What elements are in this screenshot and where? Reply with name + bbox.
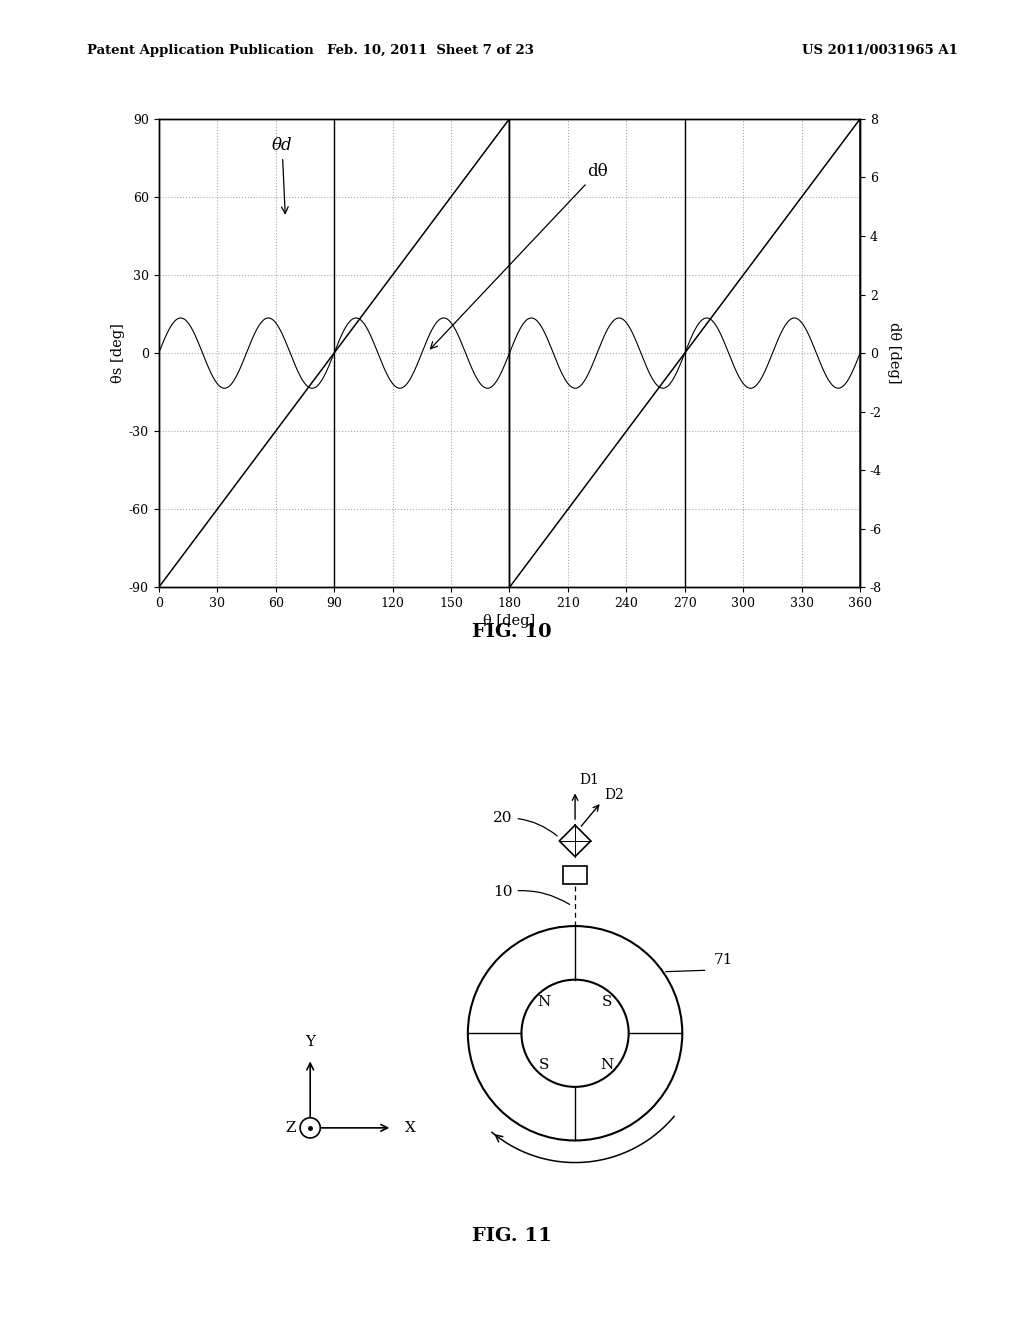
Text: US 2011/0031965 A1: US 2011/0031965 A1 xyxy=(802,44,957,57)
Text: D2: D2 xyxy=(605,788,625,801)
Text: FIG. 11: FIG. 11 xyxy=(472,1226,552,1245)
Text: X: X xyxy=(404,1121,416,1135)
Text: 20: 20 xyxy=(494,810,557,836)
Text: S: S xyxy=(539,1057,549,1072)
Text: 71: 71 xyxy=(714,953,733,966)
Text: Z: Z xyxy=(286,1121,296,1135)
Text: 10: 10 xyxy=(494,886,569,904)
Text: N: N xyxy=(537,995,550,1008)
Text: N: N xyxy=(600,1057,613,1072)
Text: Patent Application Publication: Patent Application Publication xyxy=(87,44,313,57)
Text: dθ: dθ xyxy=(430,164,608,348)
Circle shape xyxy=(521,979,629,1086)
Text: FIG. 10: FIG. 10 xyxy=(472,623,552,642)
Text: Y: Y xyxy=(305,1035,315,1049)
Bar xyxy=(563,866,587,884)
Y-axis label: dθ [deg]: dθ [deg] xyxy=(888,322,901,384)
Y-axis label: θs [deg]: θs [deg] xyxy=(111,323,125,383)
Text: Feb. 10, 2011  Sheet 7 of 23: Feb. 10, 2011 Sheet 7 of 23 xyxy=(327,44,534,57)
Text: D1: D1 xyxy=(579,774,599,787)
Text: θd: θd xyxy=(271,137,293,214)
Text: S: S xyxy=(601,995,611,1008)
Circle shape xyxy=(300,1118,321,1138)
X-axis label: θ [deg]: θ [deg] xyxy=(483,614,536,628)
